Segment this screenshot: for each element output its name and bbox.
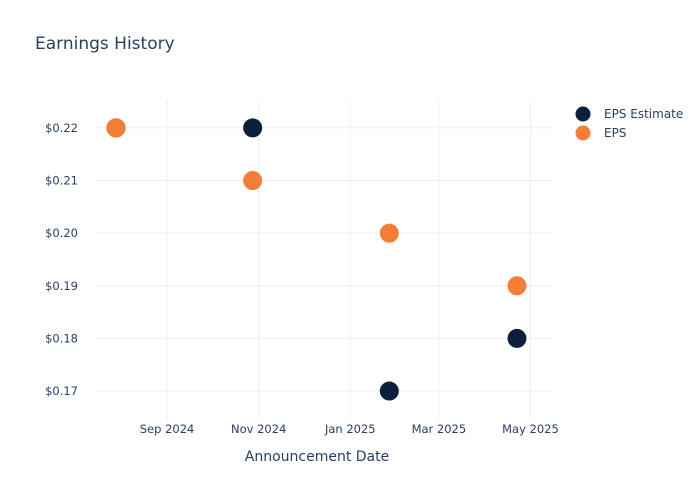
y-tick-label: $0.17	[45, 384, 78, 398]
y-tick-label: $0.19	[45, 279, 78, 293]
data-point-eps-estimate	[243, 118, 263, 138]
legend-label: EPS Estimate	[604, 107, 683, 121]
legend-label: EPS	[604, 126, 626, 140]
y-tick-label: $0.20	[45, 226, 78, 240]
x-axis-title: Announcement Date	[245, 449, 389, 465]
data-point-eps	[507, 276, 527, 296]
y-tick-label: $0.22	[45, 121, 78, 135]
x-tick-label: Jan 2025	[324, 422, 376, 436]
y-tick-label: $0.18	[45, 331, 78, 345]
data-point-eps	[379, 223, 399, 243]
data-point-eps	[106, 118, 126, 138]
data-point-eps-estimate	[379, 381, 399, 401]
x-tick-label: Sep 2024	[140, 422, 195, 436]
y-tick-label: $0.21	[45, 174, 78, 188]
legend-marker	[575, 106, 591, 122]
chart-title: Earnings History	[35, 34, 175, 54]
x-tick-label: Nov 2024	[231, 422, 286, 436]
x-tick-label: May 2025	[502, 422, 559, 436]
data-point-eps	[243, 171, 263, 191]
data-point-eps-estimate	[507, 328, 527, 348]
legend-marker	[575, 125, 591, 141]
x-tick-label: Mar 2025	[412, 422, 467, 436]
